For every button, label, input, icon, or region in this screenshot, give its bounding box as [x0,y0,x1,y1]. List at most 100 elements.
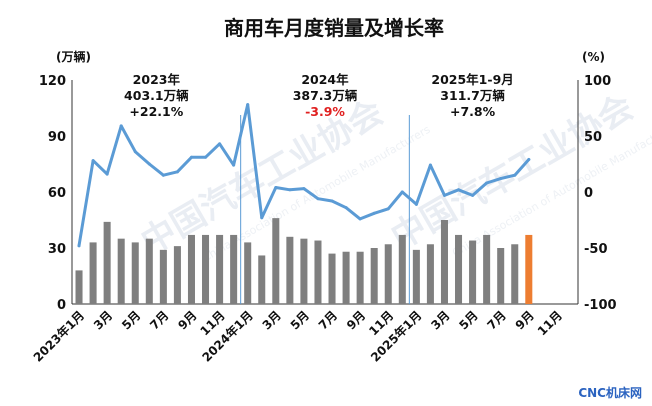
y-right-tick-label: -100 [584,298,617,313]
x-tick-label: 3月 [91,308,115,332]
bar [216,234,224,304]
growth-point [485,181,489,185]
growth-point [274,186,278,190]
growth-point [119,124,123,128]
y-left-tick-label: 60 [48,186,66,201]
annotation-line: 2023年 [133,72,181,87]
growth-point [513,173,517,177]
annotation-line: 403.1万辆 [124,88,189,103]
growth-point [344,206,348,210]
growth-line-series [77,103,531,248]
growth-point [414,202,418,206]
growth-point [302,187,306,191]
bar [89,242,97,304]
bar [412,249,420,304]
growth-point [330,199,334,203]
bar [525,234,533,304]
x-tick-label: 2023年1月 [30,308,87,365]
bar [131,242,139,304]
annotation-line: -3.9% [305,104,345,119]
chart-title: 商用车月度销量及增长率 [224,16,444,40]
bar [455,234,463,304]
annotation-line: 387.3万辆 [293,88,358,103]
growth-point [358,217,362,221]
growth-point [204,155,208,159]
bar [328,253,336,304]
bar-series [75,218,533,304]
y-right-tick-label: 100 [584,74,611,89]
bar [440,220,448,304]
growth-point [260,216,264,220]
bar [314,240,322,304]
growth-point [499,177,503,181]
growth-point [372,211,376,215]
growth-point [105,172,109,176]
annotation-line: 2025年1-9月 [431,72,513,87]
bar [202,234,210,304]
bar [384,244,392,304]
growth-point [91,159,95,163]
y-left-unit: (万辆) [56,49,91,64]
y-left-tick-label: 120 [39,74,66,89]
growth-point [175,170,179,174]
x-tick-label: 5月 [288,308,312,332]
growth-point [161,173,165,177]
y-left-tick-label: 0 [57,298,66,313]
growth-point [147,162,151,166]
growth-point [527,158,531,162]
growth-point [77,244,81,248]
x-tick-label: 7月 [316,308,340,332]
bar [173,246,181,304]
growth-point [189,155,193,159]
bar [244,242,252,304]
watermark: 中国汽车工业协会 China Association of Automobile… [135,87,652,264]
growth-point [288,188,292,192]
bar [497,248,505,304]
source-label: CNC机床网 [578,385,642,400]
annotation-line: 2024年 [301,72,349,87]
bar [469,240,477,304]
growth-point [218,142,222,146]
bar [258,255,266,304]
y-right-tick-label: 0 [584,186,593,201]
bar [75,270,83,304]
x-tick-label: 5月 [119,308,143,332]
bar [286,236,294,304]
bar [426,244,434,304]
bar [356,251,364,304]
growth-point [442,193,446,197]
growth-point [246,103,250,107]
period-dividers [240,115,410,304]
y-left-tick-label: 90 [48,130,66,145]
x-tick-label: 9月 [175,308,199,332]
bar [342,251,350,304]
growth-point [471,193,475,197]
annotation-line: 311.7万辆 [440,88,505,103]
bar [230,234,238,304]
growth-point [133,150,137,154]
y-right-tick-label: -50 [584,242,608,257]
annotation-line: +22.1% [129,104,183,119]
y-right-tick-label: 50 [584,130,602,145]
growth-point [386,207,390,211]
bar [511,244,519,304]
bar [159,249,167,304]
x-tick-label: 7月 [485,308,509,332]
bar [103,221,111,304]
x-tick-label: 9月 [344,308,368,332]
growth-point [316,197,320,201]
y-right-unit: (%) [582,50,605,64]
growth-point [457,188,461,192]
growth-point [232,163,236,167]
x-tick-label: 3月 [260,308,284,332]
x-tick-label: 9月 [513,308,537,332]
x-tick-label: 5月 [456,308,480,332]
y-left-tick-label: 30 [48,242,66,257]
bar [187,234,195,304]
bar [370,248,378,304]
bar [117,238,125,304]
bar [300,238,308,304]
bar [272,218,280,304]
x-tick-label: 3月 [428,308,452,332]
